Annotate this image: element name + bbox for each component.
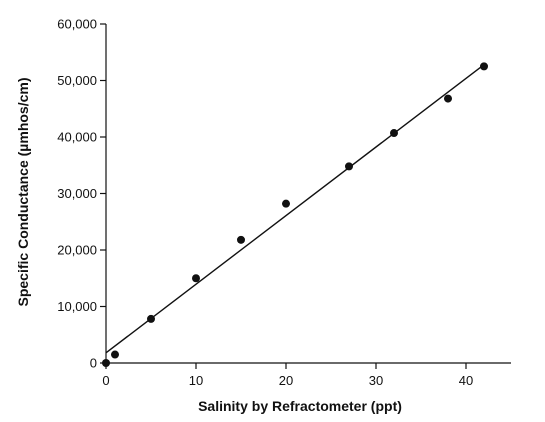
data-point <box>147 314 155 323</box>
y-tick-label: 0 <box>90 356 97 371</box>
y-tick-label: 10,000 <box>57 299 97 314</box>
data-point <box>444 94 452 103</box>
data-point <box>237 235 245 244</box>
y-tick-label: 40,000 <box>57 130 97 145</box>
y-tick-label: 60,000 <box>57 17 97 32</box>
x-tick-label: 20 <box>279 373 293 388</box>
data-point <box>390 129 398 138</box>
x-tick-label: 0 <box>102 373 109 388</box>
x-tick-label: 30 <box>369 373 383 388</box>
y-tick-label: 30,000 <box>57 186 97 201</box>
y-axis-title: Specific Conductance (µmhos/cm) <box>15 78 31 307</box>
y-axis-ticks: 0 10,000 20,000 30,000 40,000 50,000 60,000 <box>57 17 106 371</box>
data-point <box>345 162 353 171</box>
data-point <box>192 274 200 283</box>
x-tick-label: 40 <box>459 373 473 388</box>
y-tick-label: 20,000 <box>57 243 97 258</box>
data-point <box>111 350 119 359</box>
data-point <box>102 359 110 367</box>
x-axis-title: Salinity by Refractometer (ppt) <box>198 398 402 414</box>
data-point <box>282 199 290 208</box>
data-points <box>102 62 488 367</box>
regression-line <box>105 64 485 354</box>
y-tick-label: 50,000 <box>57 73 97 88</box>
x-tick-label: 10 <box>189 373 203 388</box>
x-axis-ticks: 0 10 20 30 40 <box>102 363 473 388</box>
data-point <box>480 62 488 71</box>
